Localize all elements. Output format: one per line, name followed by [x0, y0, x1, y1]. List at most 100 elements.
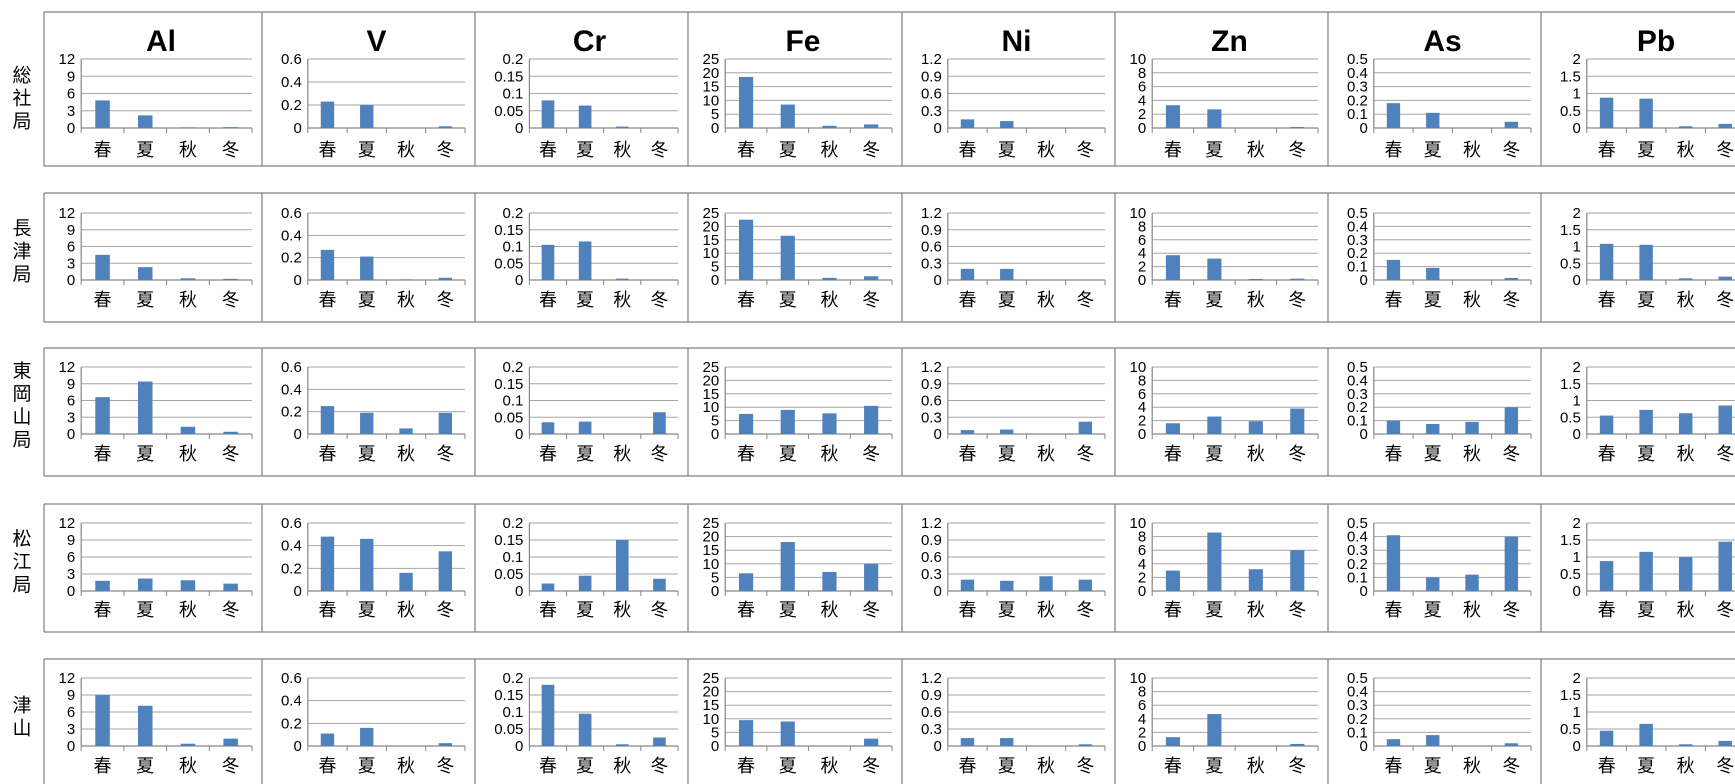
xtick-zn-3-1: 夏: [1205, 444, 1223, 465]
ytick-fe-2-1: 5: [711, 259, 719, 276]
bar-pb-3-秋: [1678, 413, 1693, 434]
ytick-ni-3-0: 0: [933, 426, 941, 443]
bar-al-4-冬: [223, 583, 238, 591]
ytick-v-1-2: 0.4: [281, 74, 302, 91]
bar-cr-4-冬: [653, 578, 666, 591]
bar-as-4-冬: [1504, 536, 1519, 591]
bar-v-4-秋: [399, 572, 413, 591]
ytick-zn-1-2: 4: [1138, 92, 1146, 109]
ytick-al-4-3: 9: [67, 532, 75, 549]
bar-fe-1-春: [738, 76, 754, 128]
bar-as-3-夏: [1426, 423, 1440, 434]
ytick-as-4-5: 0.5: [1347, 515, 1368, 532]
bar-zn-4-冬: [1290, 550, 1305, 591]
ytick-al-3-0: 0: [67, 426, 75, 443]
xtick-pb-4-3: 冬: [1716, 600, 1734, 621]
bar-zn-2-夏: [1207, 258, 1222, 280]
ytick-fe-2-5: 25: [703, 205, 720, 222]
ytick-al-2-1: 3: [67, 255, 75, 272]
bar-pb-4-秋: [1678, 557, 1693, 591]
bar-as-3-秋: [1465, 421, 1479, 434]
bar-zn-4-秋: [1248, 569, 1263, 591]
ytick-pb-4-4: 2: [1572, 515, 1580, 532]
bar-fe-5-春: [738, 720, 754, 746]
element-title-as: As: [1423, 25, 1461, 58]
ytick-pb-4-1: 0.5: [1560, 566, 1581, 583]
bar-as-1-夏: [1426, 112, 1440, 128]
xtick-pb-3-0: 春: [1598, 444, 1616, 465]
ytick-as-3-0: 0: [1359, 426, 1367, 443]
bar-cr-5-秋: [615, 744, 629, 746]
bar-fe-5-夏: [780, 721, 795, 746]
bar-pb-2-冬: [1718, 276, 1732, 280]
ytick-v-1-1: 0.2: [281, 97, 302, 114]
xtick-al-1-1: 夏: [136, 140, 154, 161]
xtick-as-2-2: 秋: [1463, 290, 1481, 311]
ytick-zn-3-2: 4: [1138, 399, 1146, 416]
xtick-v-5-2: 秋: [397, 756, 415, 777]
ytick-ni-3-3: 0.9: [921, 376, 942, 393]
xtick-al-1-2: 秋: [179, 140, 197, 161]
ytick-cr-5-3: 0.15: [494, 687, 523, 704]
bar-pb-3-冬: [1718, 405, 1732, 434]
bar-zn-3-冬: [1290, 408, 1305, 434]
element-title-pb: Pb: [1637, 25, 1675, 58]
bar-v-5-冬: [438, 743, 453, 746]
ytick-ni-1-1: 0.3: [921, 103, 942, 120]
ytick-fe-2-0: 0: [711, 272, 719, 289]
xtick-as-4-3: 冬: [1502, 600, 1520, 621]
ytick-as-4-4: 0.4: [1347, 529, 1368, 546]
ytick-v-5-1: 0.2: [281, 715, 302, 732]
ytick-fe-1-2: 10: [703, 92, 720, 109]
ytick-zn-3-3: 6: [1138, 386, 1146, 403]
ytick-pb-4-3: 1.5: [1560, 532, 1581, 549]
xtick-zn-1-3: 冬: [1288, 140, 1306, 161]
ytick-fe-3-1: 5: [711, 413, 719, 430]
bar-pb-5-夏: [1639, 723, 1653, 746]
ytick-as-4-0: 0: [1359, 583, 1367, 600]
ytick-ni-2-1: 0.3: [921, 255, 942, 272]
xtick-v-3-1: 夏: [358, 444, 376, 465]
ytick-zn-1-3: 6: [1138, 79, 1146, 96]
xtick-v-2-1: 夏: [358, 290, 376, 311]
xtick-as-4-0: 春: [1384, 600, 1402, 621]
ytick-zn-3-5: 10: [1130, 359, 1147, 376]
ytick-ni-2-0: 0: [933, 272, 941, 289]
bar-as-5-夏: [1426, 735, 1440, 746]
bar-ni-5-夏: [1000, 738, 1014, 746]
bar-fe-3-冬: [864, 405, 879, 434]
bar-cr-5-春: [541, 684, 555, 746]
xtick-fe-1-0: 春: [737, 140, 755, 161]
ytick-as-1-0: 0: [1359, 120, 1367, 137]
ytick-ni-1-2: 0.6: [921, 86, 942, 103]
ytick-pb-3-0: 0: [1572, 426, 1580, 443]
ytick-zn-1-0: 0: [1138, 120, 1146, 137]
bar-al-3-秋: [180, 426, 196, 434]
bar-v-3-秋: [399, 428, 413, 434]
bar-cr-1-秋: [615, 126, 629, 128]
ytick-cr-1-4: 0.2: [503, 51, 524, 68]
xtick-fe-3-2: 秋: [820, 444, 838, 465]
xtick-zn-3-3: 冬: [1288, 444, 1306, 465]
ytick-pb-1-1: 0.5: [1560, 103, 1581, 120]
bar-as-2-春: [1386, 259, 1401, 280]
bar-al-2-夏: [137, 267, 153, 280]
ytick-v-4-1: 0.2: [281, 560, 302, 577]
xtick-cr-4-1: 夏: [576, 600, 594, 621]
ytick-cr-4-0: 0: [515, 583, 523, 600]
ytick-cr-5-4: 0.2: [503, 670, 524, 687]
xtick-al-3-1: 夏: [136, 444, 154, 465]
ytick-ni-3-4: 1.2: [921, 359, 942, 376]
bar-zn-5-夏: [1207, 714, 1222, 746]
ytick-cr-1-2: 0.1: [503, 86, 524, 103]
ytick-v-1-3: 0.6: [281, 51, 302, 68]
ytick-as-2-1: 0.1: [1347, 259, 1368, 276]
ytick-zn-5-4: 8: [1138, 684, 1146, 701]
ytick-zn-5-0: 0: [1138, 738, 1146, 755]
xtick-al-3-3: 冬: [222, 444, 240, 465]
xtick-pb-3-2: 秋: [1677, 444, 1695, 465]
bar-fe-2-秋: [822, 277, 837, 280]
bar-ni-1-春: [960, 119, 975, 128]
ytick-fe-3-3: 15: [703, 386, 720, 403]
ytick-cr-5-2: 0.1: [503, 704, 524, 721]
